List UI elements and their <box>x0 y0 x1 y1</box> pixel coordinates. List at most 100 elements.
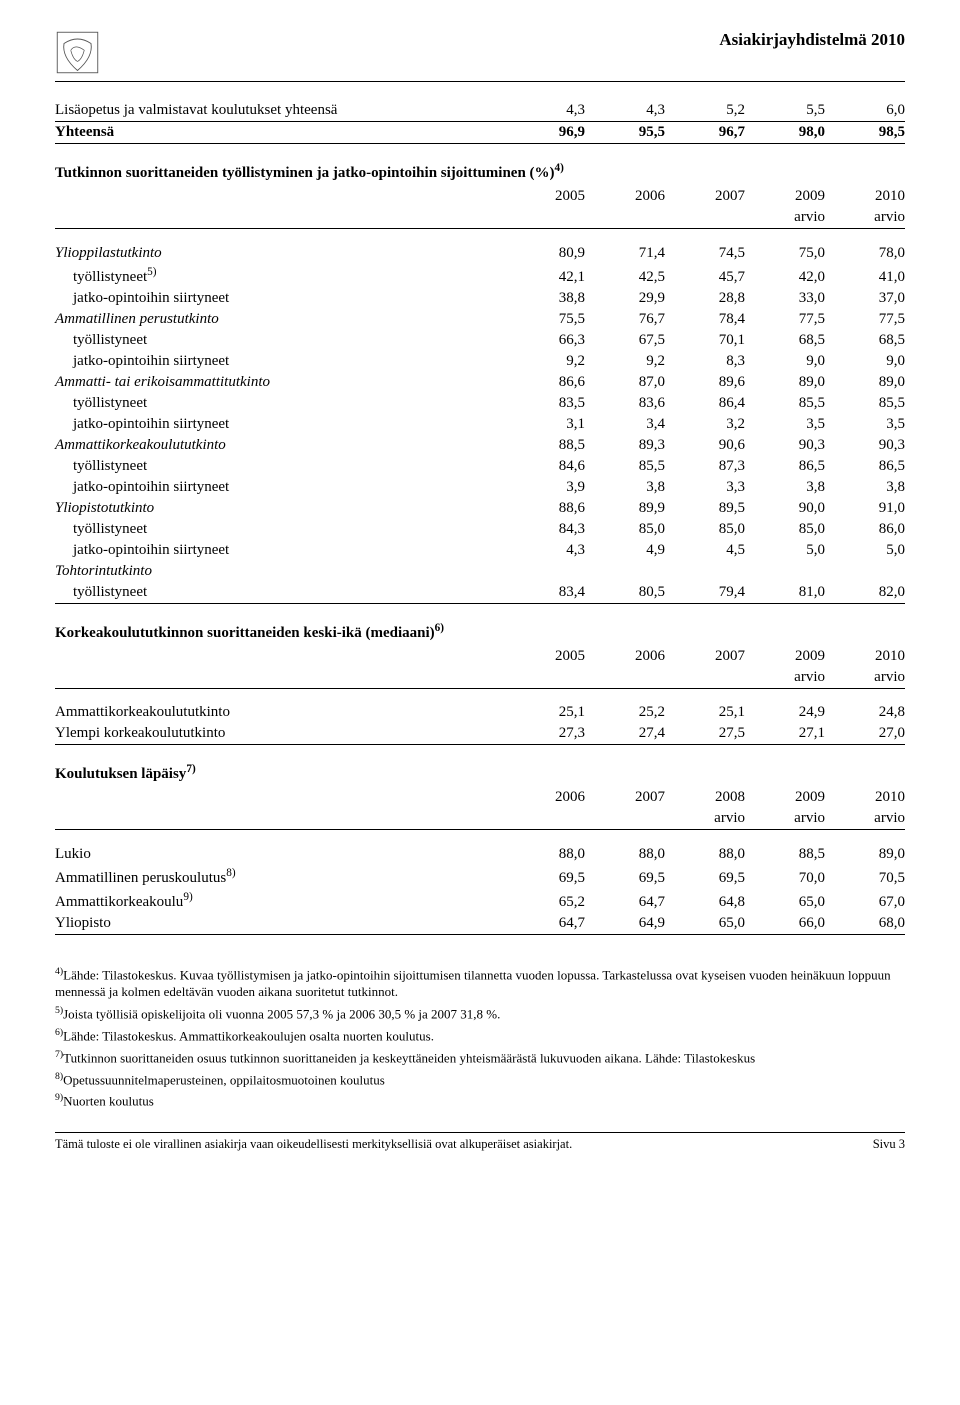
row-label: työllistyneet <box>55 393 505 414</box>
cell-value: 4,5 <box>665 540 745 561</box>
cell-value: 98,0 <box>745 122 825 144</box>
cell-value: 3,2 <box>665 414 745 435</box>
cell-value: 66,0 <box>745 913 825 935</box>
cell-value: 78,4 <box>665 309 745 330</box>
cell-value: 64,9 <box>585 913 665 935</box>
row-label: jatko-opintoihin siirtyneet <box>55 351 505 372</box>
cell-value: 9,2 <box>585 351 665 372</box>
cell-value: 9,0 <box>825 351 905 372</box>
column-header: 2010 <box>825 787 905 808</box>
cell-value: 70,1 <box>665 330 745 351</box>
row-label: Ammatillinen perustutkinto <box>55 309 505 330</box>
cell-value: 5,0 <box>825 540 905 561</box>
cell-value: 70,0 <box>745 865 825 889</box>
row-label: Ammattikorkeakoulututkinto <box>55 702 505 723</box>
cell-value: 88,0 <box>665 844 745 865</box>
row-label: työllistyneet5) <box>55 264 505 288</box>
footer-disclaimer: Tämä tuloste ei ole virallinen asiakirja… <box>55 1137 572 1152</box>
page-footer: Tämä tuloste ei ole virallinen asiakirja… <box>55 1132 905 1152</box>
row-label: Yliopisto <box>55 913 505 935</box>
cell-value: 69,5 <box>585 865 665 889</box>
cell-value: 70,5 <box>825 865 905 889</box>
row-label: työllistyneet <box>55 330 505 351</box>
column-subheader <box>505 667 585 689</box>
column-header: 2006 <box>505 787 585 808</box>
table1: 20052006200720092010arvioarvioYlioppilas… <box>55 186 905 604</box>
cell-value: 76,7 <box>585 309 665 330</box>
row-label: työllistyneet <box>55 582 505 604</box>
cell-value: 96,7 <box>665 122 745 144</box>
cell-value: 27,4 <box>585 723 665 745</box>
footnote: 5)Joista työllisiä opiskelijoita oli vuo… <box>55 1004 905 1023</box>
cell-value: 3,5 <box>745 414 825 435</box>
cell-value: 89,9 <box>585 498 665 519</box>
cell-value: 4,3 <box>505 540 585 561</box>
cell-value: 45,7 <box>665 264 745 288</box>
column-header: 2007 <box>585 787 665 808</box>
cell-value: 96,9 <box>505 122 585 144</box>
cell-value: 83,6 <box>585 393 665 414</box>
row-label: työllistyneet <box>55 456 505 477</box>
column-subheader: arvio <box>745 808 825 830</box>
cell-value: 89,6 <box>665 372 745 393</box>
column-subheader <box>585 667 665 689</box>
cell-value: 85,0 <box>745 519 825 540</box>
cell-value: 88,5 <box>505 435 585 456</box>
cell-value: 24,8 <box>825 702 905 723</box>
column-subheader <box>505 207 585 229</box>
column-header: 2009 <box>745 186 825 207</box>
cell-value <box>825 561 905 582</box>
cell-value <box>665 561 745 582</box>
cell-value: 75,5 <box>505 309 585 330</box>
column-header: 2005 <box>505 646 585 667</box>
cell-value <box>585 561 665 582</box>
cell-value: 81,0 <box>745 582 825 604</box>
cell-value: 65,0 <box>665 913 745 935</box>
table2: 20052006200720092010arvioarvioAmmattikor… <box>55 646 905 746</box>
cell-value: 67,0 <box>825 889 905 913</box>
cell-value: 77,5 <box>745 309 825 330</box>
cell-value: 68,0 <box>825 913 905 935</box>
cell-value: 84,3 <box>505 519 585 540</box>
cell-value: 98,5 <box>825 122 905 144</box>
cell-value: 5,0 <box>745 540 825 561</box>
row-label: Lisäopetus ja valmistavat koulutukset yh… <box>55 100 505 122</box>
cell-value: 91,0 <box>825 498 905 519</box>
cell-value: 3,4 <box>585 414 665 435</box>
cell-value: 88,0 <box>585 844 665 865</box>
cell-value: 80,5 <box>585 582 665 604</box>
column-header: 2008 <box>665 787 745 808</box>
row-label: jatko-opintoihin siirtyneet <box>55 288 505 309</box>
column-subheader <box>505 808 585 830</box>
column-subheader <box>665 207 745 229</box>
cell-value: 3,9 <box>505 477 585 498</box>
cell-value: 83,4 <box>505 582 585 604</box>
row-label: Ammatti- tai erikoisammattitutkinto <box>55 372 505 393</box>
cell-value: 89,0 <box>825 372 905 393</box>
cell-value: 25,2 <box>585 702 665 723</box>
footnotes: 4)Lähde: Tilastokeskus. Kuvaa työllistym… <box>55 965 905 1111</box>
cell-value: 88,5 <box>745 844 825 865</box>
cell-value: 90,0 <box>745 498 825 519</box>
cell-value: 8,3 <box>665 351 745 372</box>
footnote: 7)Tutkinnon suorittaneiden osuus tutkinn… <box>55 1048 905 1067</box>
cell-value: 3,3 <box>665 477 745 498</box>
cell-value: 64,7 <box>585 889 665 913</box>
column-header: 2010 <box>825 186 905 207</box>
cell-value: 68,5 <box>745 330 825 351</box>
cell-value: 42,5 <box>585 264 665 288</box>
column-subheader <box>585 808 665 830</box>
cell-value: 38,8 <box>505 288 585 309</box>
cell-value <box>745 561 825 582</box>
cell-value: 85,5 <box>745 393 825 414</box>
column-subheader <box>665 667 745 689</box>
row-label: Tohtorintutkinto <box>55 561 505 582</box>
column-subheader: arvio <box>825 667 905 689</box>
cell-value: 9,0 <box>745 351 825 372</box>
column-header: 2005 <box>505 186 585 207</box>
cell-value: 4,3 <box>505 100 585 122</box>
cell-value: 68,5 <box>825 330 905 351</box>
footnote: 4)Lähde: Tilastokeskus. Kuvaa työllistym… <box>55 965 905 1001</box>
cell-value: 3,8 <box>585 477 665 498</box>
cell-value <box>505 561 585 582</box>
